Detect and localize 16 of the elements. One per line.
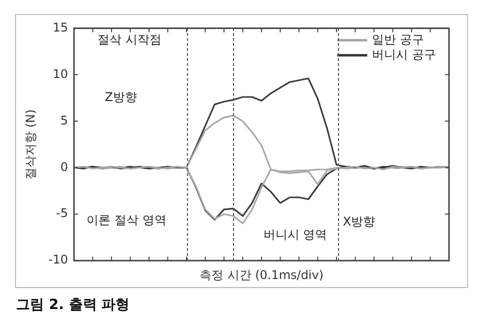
annotation: 절삭 시작점 [98,32,162,46]
text: 그림 2. 출력 파형 [16,296,130,314]
y-tick-label: 10 [52,66,68,81]
legend-label: 버니시 공구 [372,47,436,62]
annotation: 이론 절삭 영역 [86,212,166,227]
y-tick-label: -10 [48,252,68,267]
y-tick-label: -5 [56,206,68,220]
y-tick-label: 0 [60,160,68,174]
x-axis-title: 측정 시간 (0.1ms/div) [199,268,324,282]
annotation: X방향 [342,214,376,229]
y-axis-title: 절삭저항 (N) [23,109,38,180]
legend-label: 일반 공구 [372,32,424,46]
annotation: 버니시 영역 [263,228,328,242]
y-tick-label: 5 [60,113,68,128]
y-tick-label: 15 [52,20,68,34]
annotation: Z방향 [104,90,137,104]
